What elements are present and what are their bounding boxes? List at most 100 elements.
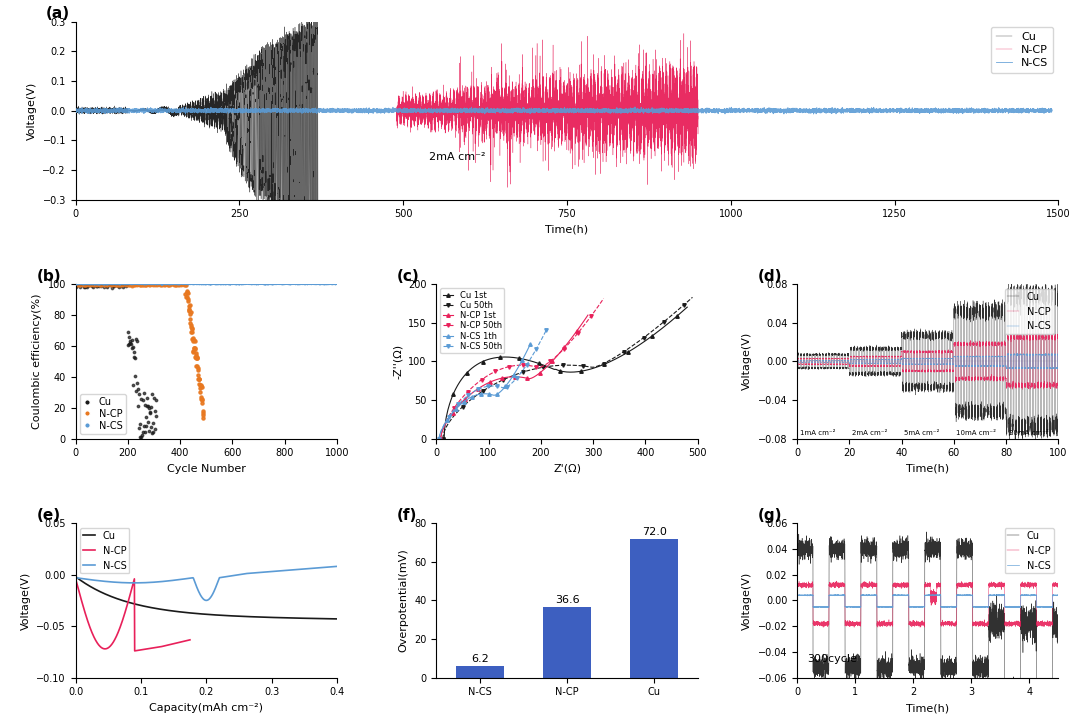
N-CP [960, 579, 973, 588]
N-CS [1052, 350, 1065, 358]
Point [134, 278, 151, 289]
N-CS [890, 591, 903, 600]
Point [112, 280, 130, 291]
Point [96, 278, 113, 289]
Point [113, 279, 131, 291]
Point [99, 278, 117, 290]
Point [90, 279, 107, 291]
Y-axis label: Overpotential(mV): Overpotential(mV) [399, 549, 408, 653]
Point [139, 278, 157, 290]
Point [90, 278, 107, 290]
Point [150, 278, 167, 290]
N-CP [530, 110, 543, 119]
Point [112, 278, 130, 290]
N-CP 1st [577, 318, 590, 327]
Point [148, 278, 165, 290]
Point [133, 280, 150, 291]
Point [176, 278, 193, 290]
Point [180, 301, 198, 312]
Point [87, 279, 105, 291]
Point [190, 373, 207, 384]
Point [94, 277, 111, 288]
Y-axis label: Voltage(V): Voltage(V) [21, 571, 30, 629]
Point [100, 279, 118, 291]
Point [105, 278, 122, 290]
Cu [998, 309, 1011, 318]
Point [181, 306, 199, 317]
Point [116, 278, 133, 290]
Point [71, 279, 89, 291]
Cu [1004, 273, 1017, 282]
Point [143, 422, 160, 433]
Point [97, 278, 114, 290]
N-CP [141, 645, 154, 653]
Point [73, 278, 91, 290]
Point [129, 278, 146, 290]
Point [93, 278, 110, 290]
Point [107, 278, 124, 290]
N-CS [69, 106, 82, 115]
Point [77, 277, 94, 288]
Point [114, 278, 132, 290]
Point [184, 333, 201, 345]
Point [175, 278, 192, 289]
Point [120, 279, 137, 291]
Cu [890, 547, 903, 556]
N-CP [886, 352, 899, 360]
Legend: Cu, N-CP, N-CS: Cu, N-CP, N-CS [81, 394, 125, 434]
N-CP [1052, 579, 1065, 588]
Point [76, 279, 93, 291]
Point [116, 278, 133, 290]
Cu [70, 573, 83, 582]
Point [75, 280, 92, 291]
Cu [957, 411, 970, 420]
N-CP [390, 107, 403, 116]
Point [100, 278, 118, 290]
Point [174, 278, 191, 290]
Point [192, 379, 210, 391]
Point [140, 279, 158, 291]
Point [193, 381, 211, 393]
Cu 50th [643, 329, 656, 338]
Cu [232, 76, 245, 85]
Point [186, 342, 203, 354]
Point [131, 279, 148, 291]
X-axis label: Time(h): Time(h) [906, 464, 949, 474]
N-CS [886, 355, 899, 364]
Cu [986, 620, 999, 629]
Point [191, 383, 208, 394]
Text: 1mA cm⁻²: 1mA cm⁻² [799, 430, 835, 435]
Cu 50th [577, 362, 590, 371]
N-CS [1052, 591, 1065, 600]
Point [194, 405, 212, 417]
N-CP 1st [474, 383, 487, 392]
Point [134, 394, 151, 406]
Point [174, 278, 191, 290]
N-CP [152, 642, 165, 651]
Point [193, 393, 211, 404]
Point [129, 279, 146, 291]
Line: Cu: Cu [76, 14, 318, 249]
Y-axis label: Voltage(V): Voltage(V) [27, 81, 37, 140]
Point [112, 280, 130, 291]
Point [145, 278, 162, 290]
N-CP [945, 348, 958, 357]
Point [162, 279, 179, 291]
Point [127, 385, 145, 397]
Text: 36.6: 36.6 [555, 596, 579, 606]
Point [94, 278, 111, 290]
Text: (a): (a) [46, 6, 70, 21]
Point [99, 279, 117, 291]
N-CP [83, 623, 96, 632]
Point [111, 280, 129, 291]
Point [84, 279, 102, 291]
Point [145, 417, 162, 429]
Point [136, 399, 153, 411]
Line: Cu 1st: Cu 1st [443, 306, 689, 441]
N-CS [804, 356, 816, 365]
N-CS [137, 578, 150, 587]
Point [138, 279, 156, 291]
Point [110, 278, 127, 290]
Point [140, 425, 158, 436]
N-CS 50th [497, 384, 510, 392]
